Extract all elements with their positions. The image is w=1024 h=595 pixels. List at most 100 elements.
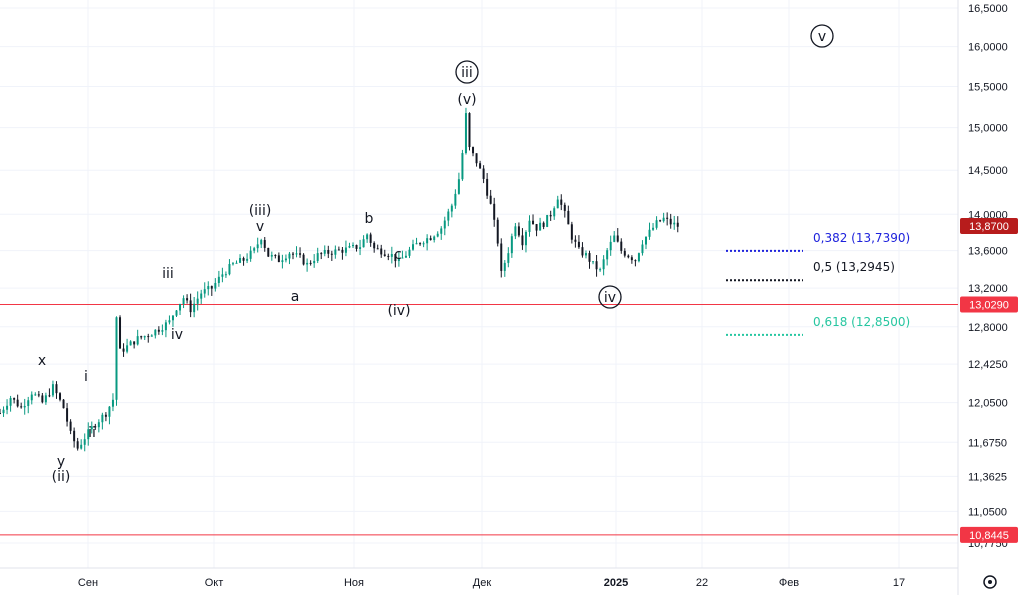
y-tick-label: 13,2000 — [968, 283, 1008, 295]
level-badge — [960, 526, 1018, 543]
candle-body — [150, 335, 153, 337]
candle-body — [486, 178, 489, 196]
candle-body — [246, 258, 249, 261]
candle-body — [503, 262, 506, 271]
candle-body — [373, 242, 376, 249]
gear-icon[interactable] — [983, 575, 997, 589]
candle-body — [299, 253, 302, 255]
last-price-label: 13,8700 — [969, 221, 1009, 233]
wave-label: ii — [88, 425, 96, 441]
candle-body — [0, 413, 1, 415]
candle-body — [390, 254, 393, 257]
candle-body — [161, 330, 164, 332]
price-badges: 13,0290 10,8445 13,8700 — [960, 217, 1018, 543]
candle-body — [412, 244, 415, 250]
candle-body — [514, 226, 517, 237]
candle-body — [235, 262, 238, 264]
candle-body — [249, 250, 252, 259]
candle-body — [69, 421, 72, 431]
candle-body — [592, 261, 595, 263]
wave-label: i — [84, 369, 88, 385]
candle-body — [284, 258, 287, 261]
wave-label: b — [365, 211, 374, 227]
candle-body — [348, 246, 351, 248]
wave-circle — [455, 60, 479, 84]
candle-body — [164, 322, 167, 331]
candle-body — [359, 247, 362, 249]
candle-body — [341, 249, 344, 253]
x-tick-label: Окт — [205, 577, 224, 589]
candle-body — [30, 394, 33, 401]
candle-body — [140, 336, 143, 338]
candle-body — [224, 274, 227, 276]
candle-body — [489, 195, 492, 204]
y-tick-label: 16,5000 — [968, 3, 1008, 15]
candle-body — [147, 336, 150, 338]
candle-body — [122, 348, 125, 352]
candle-body — [584, 253, 587, 256]
candle-body — [659, 220, 662, 222]
candle-body — [309, 262, 312, 264]
candle-body — [267, 247, 270, 257]
y-tick-label: 11,0500 — [968, 506, 1007, 518]
candle-body — [203, 289, 206, 294]
candle-body — [524, 231, 527, 246]
candle-body — [380, 248, 383, 255]
candle-body — [574, 239, 577, 242]
candle-body — [44, 395, 47, 403]
candle-body — [620, 241, 623, 251]
candle-body — [171, 315, 174, 321]
candle-body — [641, 244, 644, 254]
candle-body — [48, 395, 51, 397]
wave-label: a — [291, 289, 300, 305]
y-tick-label: 13,6000 — [968, 246, 1008, 258]
candle-body — [366, 234, 369, 240]
candle-body — [97, 422, 100, 428]
last-price-badge — [960, 217, 1018, 234]
wave-label-circled: v — [818, 29, 826, 45]
candle-body — [556, 199, 559, 209]
wave-label: c — [394, 247, 402, 263]
candle-body — [111, 399, 114, 407]
candle-body — [549, 215, 552, 217]
candle-body — [464, 113, 467, 154]
x-tick-label: Сен — [78, 577, 98, 589]
candles — [0, 107, 679, 452]
candle-body — [62, 399, 65, 409]
gear-icon-center — [988, 580, 992, 584]
horizontal-levels — [0, 304, 958, 536]
candle-body — [87, 429, 90, 440]
level-badge — [960, 296, 1018, 313]
candle-body — [119, 317, 122, 349]
candle-body — [90, 426, 93, 430]
candle-body — [66, 408, 69, 422]
candle-body — [528, 220, 531, 232]
candle-body — [648, 229, 651, 237]
candle-body — [468, 113, 471, 148]
candle-body — [288, 253, 291, 259]
wave-label-circled: iv — [604, 290, 616, 306]
settings-button[interactable] — [983, 575, 997, 589]
candle-body — [189, 300, 192, 313]
candle-body — [662, 217, 665, 222]
candle-body — [41, 395, 44, 403]
candle-body — [217, 276, 220, 283]
candle-body — [133, 341, 136, 345]
candle-body — [404, 255, 407, 258]
candle-body — [581, 247, 584, 256]
candle-body — [313, 260, 316, 264]
candle-body — [429, 238, 432, 240]
y-tick-label: 15,5000 — [968, 81, 1008, 93]
candle-body — [532, 220, 535, 225]
candle-body — [277, 255, 280, 263]
candle-body — [154, 329, 157, 336]
candle-body — [59, 393, 62, 400]
candle-body — [542, 222, 545, 227]
candle-body — [606, 250, 609, 260]
candle-body — [673, 222, 676, 225]
candle-body — [623, 250, 626, 256]
candle-body — [126, 345, 129, 352]
candle-body — [270, 255, 273, 257]
candle-body — [302, 254, 305, 265]
